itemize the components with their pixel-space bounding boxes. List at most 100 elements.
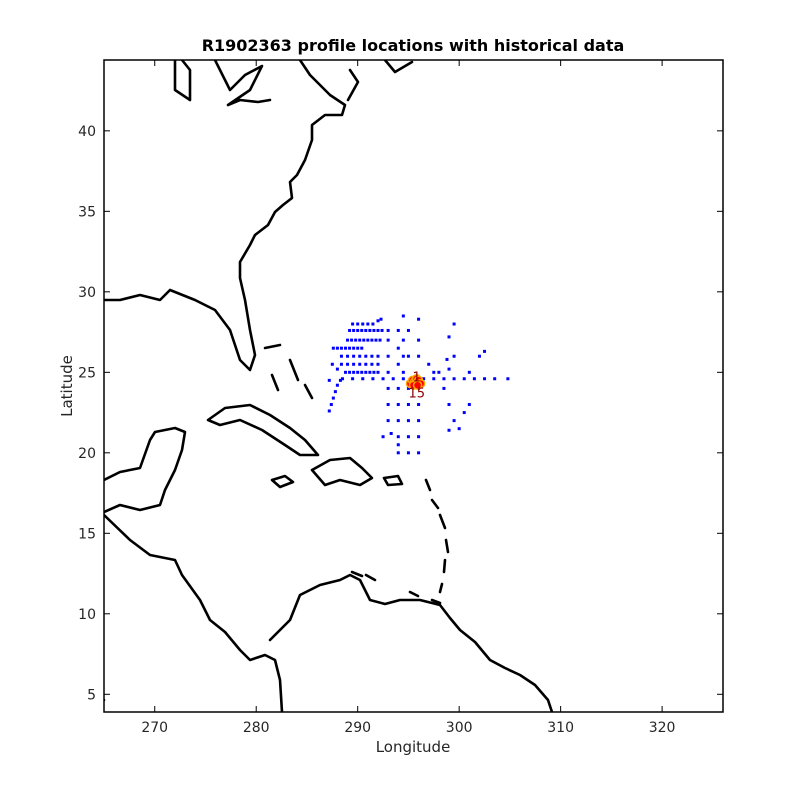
historical-point xyxy=(376,319,380,323)
y-tick-label: 30 xyxy=(78,285,96,301)
historical-point xyxy=(348,370,352,374)
historical-point xyxy=(379,317,383,321)
historical-point xyxy=(396,386,400,390)
historical-point xyxy=(396,451,400,455)
historical-point xyxy=(401,338,405,342)
historical-point xyxy=(374,338,378,342)
historical-point xyxy=(386,354,390,358)
historical-point xyxy=(406,386,410,390)
historical-point xyxy=(351,322,355,326)
historical-point xyxy=(467,403,471,407)
historical-point xyxy=(406,451,410,455)
historical-point xyxy=(396,403,400,407)
historical-point xyxy=(364,362,368,366)
historical-point xyxy=(417,338,421,342)
coastline-layer xyxy=(104,60,554,712)
historical-point xyxy=(366,322,370,326)
historical-point xyxy=(493,377,497,381)
historical-point xyxy=(352,354,356,358)
historical-point xyxy=(386,403,390,407)
historical-point xyxy=(457,427,461,431)
coastline-central-america xyxy=(104,426,284,712)
historical-point xyxy=(356,328,360,332)
y-tick-label: 15 xyxy=(78,526,96,542)
historical-point xyxy=(483,349,487,353)
historical-point xyxy=(335,367,339,371)
coastline-bahamas xyxy=(263,343,314,400)
coastline-south-america xyxy=(268,573,554,712)
historical-point xyxy=(452,322,456,326)
float-profile-point xyxy=(412,380,423,390)
historical-point xyxy=(358,362,362,366)
historical-point xyxy=(452,354,456,358)
coastline-cuba xyxy=(206,403,320,457)
historical-point xyxy=(356,346,360,350)
historical-point xyxy=(472,377,476,381)
historical-point xyxy=(391,377,395,381)
historical-point xyxy=(358,354,362,358)
coastline-jamaica xyxy=(270,474,295,489)
historical-point xyxy=(378,338,382,342)
historical-point xyxy=(370,338,374,342)
historical-point xyxy=(396,346,400,350)
historical-point xyxy=(364,328,368,332)
historical-point xyxy=(406,435,410,439)
historical-point xyxy=(352,370,356,374)
historical-point xyxy=(360,346,364,350)
historical-point xyxy=(344,370,348,374)
historical-point xyxy=(356,370,360,374)
y-axis: 5 10 15 20 25 30 35 40 xyxy=(78,124,723,703)
historical-point xyxy=(442,377,446,381)
historical-point xyxy=(333,390,337,394)
historical-point xyxy=(462,411,466,415)
historical-point xyxy=(368,370,372,374)
historical-point xyxy=(417,403,421,407)
historical-point xyxy=(346,362,350,366)
float-profile-points xyxy=(405,374,426,390)
historical-point xyxy=(346,354,350,358)
historical-point xyxy=(339,354,343,358)
y-tick-label: 10 xyxy=(78,607,96,623)
historical-point xyxy=(331,396,335,400)
historical-point xyxy=(396,419,400,423)
historical-point xyxy=(327,378,331,382)
profile-label-first: 1 xyxy=(412,371,420,386)
historical-point xyxy=(396,328,400,332)
historical-point xyxy=(354,338,358,342)
historical-point xyxy=(401,370,405,374)
historical-point xyxy=(371,377,375,381)
historical-point xyxy=(406,403,410,407)
historical-point xyxy=(364,370,368,374)
historical-points xyxy=(327,314,510,455)
historical-point xyxy=(427,362,431,366)
historical-point xyxy=(447,403,451,407)
historical-point xyxy=(356,322,360,326)
historical-point xyxy=(376,370,380,374)
historical-point xyxy=(467,370,471,374)
historical-point xyxy=(346,338,350,342)
historical-point xyxy=(376,328,380,332)
historical-point xyxy=(417,317,421,321)
coastline-hispaniola xyxy=(310,456,374,487)
x-tick-label: 290 xyxy=(344,720,371,736)
historical-point xyxy=(340,377,344,381)
profile-label-last: 15 xyxy=(408,387,425,402)
historical-point xyxy=(406,328,410,332)
coastline-nova-scotia xyxy=(346,60,414,102)
coastline-puerto-rico xyxy=(382,474,404,487)
x-tick-label: 280 xyxy=(243,720,270,736)
y-tick-label: 5 xyxy=(87,687,96,703)
coastline-north-america xyxy=(104,60,347,372)
historical-point xyxy=(348,328,352,332)
coastline-lesser-antilles xyxy=(424,478,450,594)
historical-point xyxy=(432,377,436,381)
historical-point xyxy=(372,328,376,332)
historical-point xyxy=(447,335,451,339)
historical-point xyxy=(329,403,333,407)
chart-title: R1902363 profile locations with historic… xyxy=(202,36,625,55)
historical-point xyxy=(401,377,405,381)
x-axis-label: Longitude xyxy=(376,738,451,756)
historical-point xyxy=(462,377,466,381)
plot-frame xyxy=(103,59,724,713)
